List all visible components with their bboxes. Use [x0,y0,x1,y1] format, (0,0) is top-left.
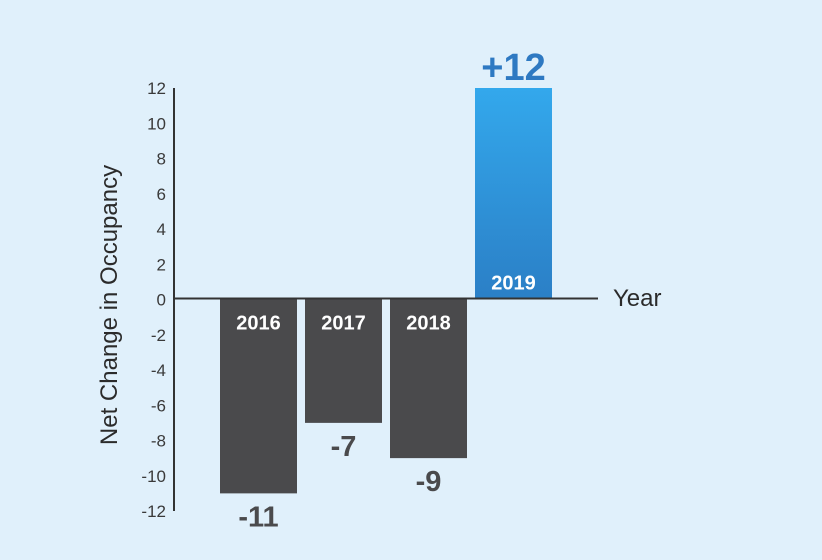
y-axis-title: Net Change in Occupancy [96,165,123,445]
bar-value-label: +12 [481,47,545,89]
bars [220,88,552,494]
y-tick-label: 0 [157,291,166,310]
bar-year-label: 2017 [321,313,366,335]
y-tick-label: 4 [157,220,166,239]
bar-year-label: 2019 [491,273,536,295]
y-tick-label: 6 [157,185,166,204]
bar-year-label: 2016 [236,313,281,335]
bar-2016 [220,299,297,494]
bar-year-labels: 2016 2017 2018 2019 [236,273,536,335]
y-tick-label: 2 [157,255,166,274]
y-tick-label: -4 [151,361,166,380]
y-tick-label: 12 [147,79,166,98]
y-tick-label: 8 [157,150,166,169]
y-tick-label: -2 [151,326,166,345]
bar-value-label: -11 [238,501,278,533]
y-tick-label: -10 [141,467,166,486]
bar-2019 [475,88,552,300]
bar-2018 [390,299,467,459]
bar-value-label: -9 [416,466,442,498]
bar-value-labels: -11 -7 -9 +12 [238,47,545,533]
y-tick-labels: 12 10 8 6 4 2 0 -2 -4 -6 -8 -10 -12 [141,79,166,521]
y-tick-label: 10 [147,114,166,133]
bar-2017 [305,299,382,423]
bar-year-label: 2018 [406,313,451,335]
x-axis-title: Year [613,285,662,312]
y-tick-label: -12 [141,502,166,521]
y-tick-label: -6 [151,396,166,415]
bar-value-label: -7 [331,431,357,463]
y-tick-label: -8 [151,432,166,451]
